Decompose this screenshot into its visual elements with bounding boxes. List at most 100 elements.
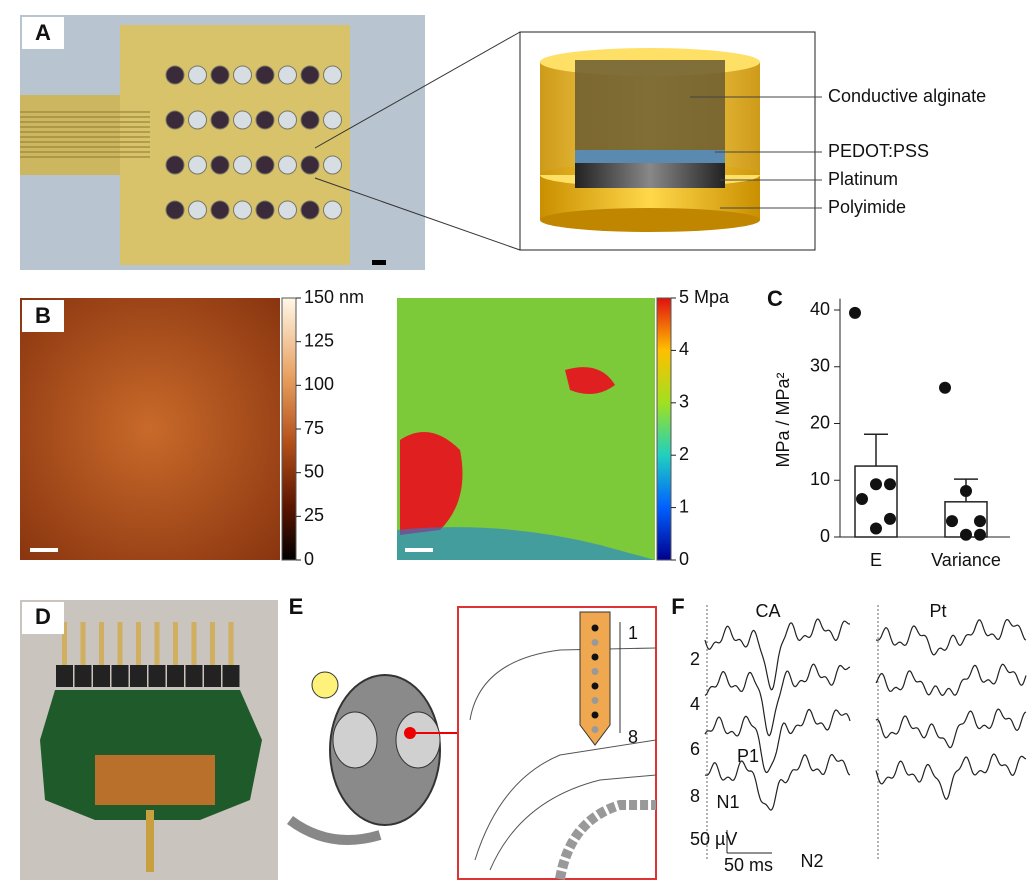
inset-box: [458, 607, 656, 879]
implant-site: [404, 727, 416, 739]
header: [112, 665, 129, 687]
colorbar-label: 75: [304, 418, 324, 438]
electrode: [189, 201, 207, 219]
data-point: [849, 307, 861, 319]
pin: [210, 622, 215, 672]
bulb: [312, 672, 338, 698]
data-point: [884, 478, 896, 490]
pin: [136, 622, 141, 672]
header: [56, 665, 73, 687]
electrode: [166, 111, 184, 129]
electrode: [166, 66, 184, 84]
electrode: [166, 201, 184, 219]
y-tick-label: 40: [810, 299, 830, 319]
array-pad: [120, 25, 350, 265]
data-point: [939, 382, 951, 394]
data-point: [946, 515, 958, 527]
electrode: [189, 66, 207, 84]
colorbar-label: 0: [679, 549, 689, 569]
colorbar-label: 3: [679, 392, 689, 412]
trace: [876, 754, 1026, 799]
panel-label: A: [35, 20, 51, 45]
electrode: [279, 111, 297, 129]
header: [186, 665, 203, 687]
header: [130, 665, 147, 687]
pin: [99, 622, 104, 672]
y-axis-label: MPa / MPa²: [773, 372, 793, 467]
electrode: [234, 66, 252, 84]
colorbar-label: 0: [304, 549, 314, 569]
channel-label: 6: [690, 739, 700, 759]
header: [223, 665, 240, 687]
colorbar: [657, 298, 671, 560]
panel-label: B: [35, 303, 51, 328]
header: [204, 665, 221, 687]
panel-label: D: [35, 604, 51, 629]
colorbar: [282, 298, 296, 560]
data-point: [974, 529, 986, 541]
electrode: [279, 156, 297, 174]
site: [592, 654, 599, 661]
lead-traces: [20, 95, 130, 175]
figure: Conductive alginatePEDOT:PSSPlatinumPoly…: [0, 0, 1034, 882]
colorbar-label: 5 Mpa: [679, 287, 730, 307]
electrode: [189, 156, 207, 174]
pin: [118, 622, 123, 672]
panel-label: E: [289, 594, 304, 619]
electrode: [324, 156, 342, 174]
polyimide-edge: [540, 208, 760, 232]
condition-label: Pt: [929, 601, 946, 621]
layer-label: Platinum: [828, 169, 898, 189]
pin: [192, 622, 197, 672]
electrode: [324, 66, 342, 84]
height-map: [20, 298, 280, 560]
layer-label: Conductive alginate: [828, 86, 986, 106]
header: [149, 665, 166, 687]
y-tick-label: 20: [810, 412, 830, 432]
site: [592, 683, 599, 690]
trace: [876, 664, 1026, 695]
data-point: [960, 485, 972, 497]
header: [93, 665, 110, 687]
panel-b: B: [20, 298, 671, 560]
scale-bar: [405, 548, 433, 552]
mouse-tail: [290, 820, 380, 840]
trace: [876, 709, 1026, 748]
peak-label: N1: [716, 792, 739, 812]
site: [592, 668, 599, 675]
colorbar-label: 4: [679, 339, 689, 359]
panel-c: C 010203040MPa / MPa²EVariance: [767, 286, 1010, 570]
panel-f: F CA Pt 2 4 6 8 P1 N1 N2 50 µV 50 ms: [671, 594, 1026, 875]
electrode: [256, 111, 274, 129]
colorbar-label: 125: [304, 330, 334, 350]
data-point: [870, 478, 882, 490]
electrode: [211, 66, 229, 84]
x-tick-label: E: [870, 550, 882, 570]
pin: [173, 622, 178, 672]
scale-label: 50 ms: [724, 855, 773, 875]
panel-a: Conductive alginatePEDOT:PSSPlatinumPoly…: [20, 15, 986, 270]
pin: [229, 622, 234, 672]
panel-label: F: [671, 594, 684, 619]
probe: [580, 612, 610, 745]
panel-e: E 1 8: [289, 594, 656, 879]
y-tick-label: 30: [810, 356, 830, 376]
channel-label: 8: [628, 727, 638, 747]
electrode: [301, 111, 319, 129]
electrode: [234, 111, 252, 129]
site: [592, 697, 599, 704]
electrode: [234, 156, 252, 174]
electrode: [279, 201, 297, 219]
condition-label: CA: [755, 601, 780, 621]
channel-label: 2: [690, 649, 700, 669]
electrode: [256, 156, 274, 174]
pin: [155, 622, 160, 672]
site: [592, 726, 599, 733]
trace: [876, 620, 1026, 655]
data-point: [884, 513, 896, 525]
peak-label: N2: [800, 851, 823, 871]
error-bar: [864, 434, 888, 466]
mouse-ear: [396, 712, 440, 768]
y-tick-label: 0: [820, 526, 830, 546]
electrode: [301, 201, 319, 219]
